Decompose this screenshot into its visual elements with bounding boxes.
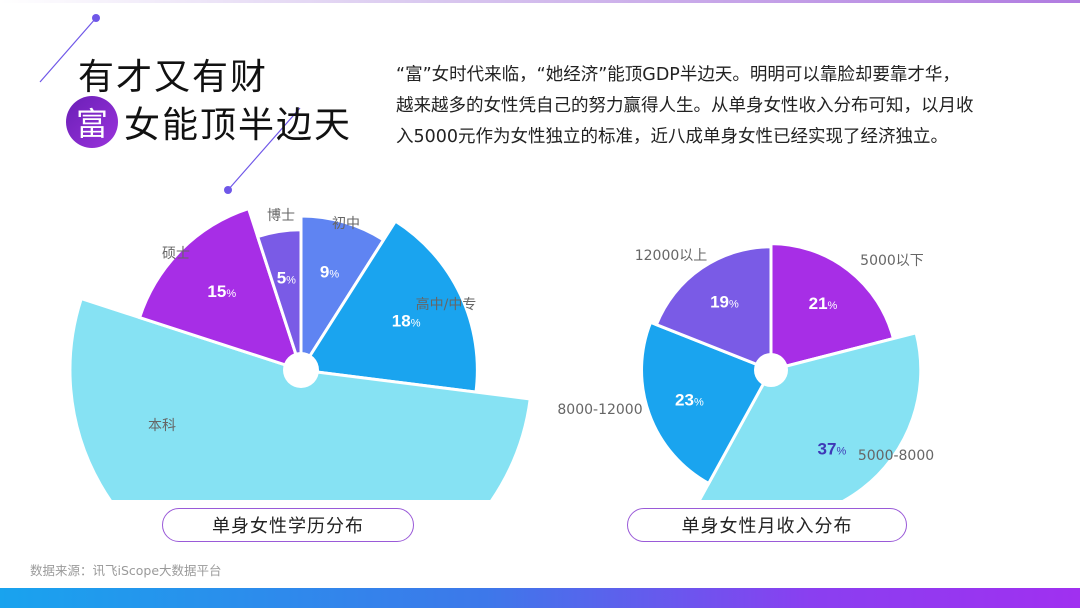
income-chart-title: 单身女性月收入分布 bbox=[627, 508, 907, 542]
pie-category-label: 硕士 bbox=[162, 246, 190, 262]
top-gradient-bar bbox=[0, 0, 1080, 3]
title-badge: 富 bbox=[66, 96, 118, 148]
intro-line: 入5000元作为女性独立的标准，近八成单身女性已经实现了经济独立。 bbox=[396, 127, 949, 147]
page-title-line2: 富 女能顶半边天 bbox=[66, 96, 353, 148]
intro-line: 越来越多的女性凭自己的努力赢得人生。从单身女性收入分布可知，以月收 bbox=[396, 96, 974, 116]
pie-slice-item-2 bbox=[68, 296, 532, 500]
pie-slice-5000-0 bbox=[769, 242, 896, 372]
intro-paragraph: “富”女时代来临，“她经济”能顶GDP半边天。明明可以靠脸却要靠才华， 越来越多… bbox=[396, 60, 1036, 153]
pie-category-label: 12000以上 bbox=[635, 248, 708, 264]
pie-category-label: 5000以下 bbox=[860, 253, 924, 269]
pie-slice-item-0 bbox=[299, 214, 386, 376]
pie-category-label: 博士 bbox=[267, 207, 295, 224]
pie-slice-5000-8000-1 bbox=[697, 330, 923, 500]
pie-slice-12000-3 bbox=[654, 245, 773, 373]
page-title-line1: 有才又有财 bbox=[78, 57, 269, 98]
bottom-gradient-bar bbox=[0, 588, 1080, 608]
pie-category-label: 8000-12000 bbox=[557, 402, 642, 418]
pie-slice-item-4 bbox=[255, 228, 303, 371]
title-rest: 女能顶半边天 bbox=[124, 105, 353, 146]
pie-category-label: 本科 bbox=[148, 418, 176, 434]
pie-category-label: 初中 bbox=[332, 215, 360, 232]
pie-category-label: 5000-8000 bbox=[858, 448, 934, 464]
pie-center-hole bbox=[283, 352, 319, 388]
pie-category-label: 高中/中专 bbox=[416, 296, 477, 313]
intro-line: “富”女时代来临，“她经济”能顶GDP半边天。明明可以靠脸却要靠才华， bbox=[396, 65, 960, 85]
data-source: 数据来源：讯飞iScope大数据平台 bbox=[30, 563, 222, 578]
decorative-lines bbox=[39, 14, 301, 194]
pie-slice-8000-12000-2 bbox=[640, 320, 774, 486]
pie-slice-item-1 bbox=[298, 219, 479, 394]
pie-center-hole bbox=[754, 353, 788, 387]
education-chart-title: 单身女性学历分布 bbox=[162, 508, 414, 542]
